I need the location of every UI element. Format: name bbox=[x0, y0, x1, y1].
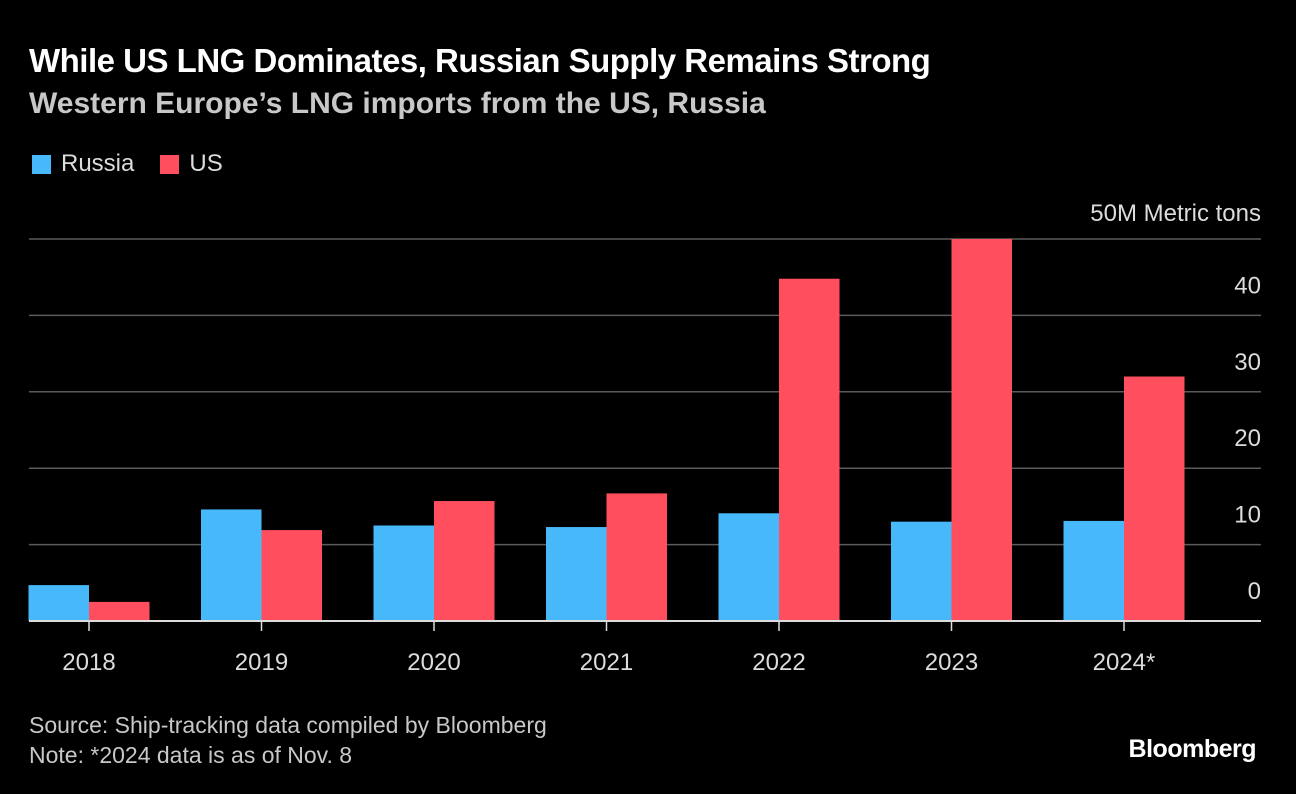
chart-subtitle: Western Europe’s LNG imports from the US… bbox=[29, 87, 766, 120]
y-tick-label: 20 bbox=[1234, 425, 1261, 452]
legend: Russia US bbox=[32, 150, 249, 178]
bar-us-2022 bbox=[779, 278, 840, 621]
bars bbox=[28, 239, 1185, 621]
x-tick-label: 2020 bbox=[407, 649, 460, 676]
bar-russia-2022 bbox=[718, 513, 779, 621]
bar-us-2024 bbox=[1124, 376, 1185, 621]
chart-title: While US LNG Dominates, Russian Supply R… bbox=[29, 42, 931, 79]
bar-russia-2019 bbox=[201, 509, 262, 621]
x-tick-label: 2019 bbox=[235, 649, 288, 676]
bar-russia-2023 bbox=[891, 521, 952, 621]
bar-russia-2018 bbox=[28, 585, 89, 621]
legend-swatch-us bbox=[160, 154, 180, 174]
legend-label-russia: Russia bbox=[61, 150, 135, 177]
bar-us-2020 bbox=[434, 501, 495, 621]
axes: 0 10 20 30 40 50M Metric tons 2018 2019 2020 2021… bbox=[29, 200, 1261, 676]
y-tick-label: 40 bbox=[1234, 272, 1261, 299]
y-tick-label: 10 bbox=[1234, 502, 1261, 529]
bar-us-2021 bbox=[606, 493, 667, 621]
x-tick-label: 2022 bbox=[752, 649, 805, 676]
y-tick-label: 50M Metric tons bbox=[1090, 200, 1261, 227]
bar-russia-2024 bbox=[1063, 520, 1124, 621]
bar-russia-2021 bbox=[546, 527, 607, 621]
bar-us-2018 bbox=[89, 601, 150, 621]
x-tick-label: 2023 bbox=[925, 649, 978, 676]
x-tick-label: 2024* bbox=[1093, 649, 1156, 676]
data-note: Note: *2024 data is as of Nov. 8 bbox=[29, 742, 353, 768]
bar-us-2019 bbox=[261, 530, 322, 621]
legend-swatch-russia bbox=[32, 154, 51, 174]
x-tick-label: 2018 bbox=[62, 649, 115, 676]
x-tick-label: 2021 bbox=[580, 649, 633, 676]
bar-chart: 0 10 20 30 40 50M Metric tons 2018 2019 2020 2021… bbox=[28, 200, 1261, 676]
legend-label-us: US bbox=[189, 150, 223, 177]
bar-russia-2020 bbox=[373, 525, 434, 621]
bloomberg-logo: Bloomberg bbox=[1128, 735, 1257, 763]
legend-item-russia: Russia bbox=[32, 150, 134, 178]
footer: Source: Ship-tracking data compiled by B… bbox=[29, 710, 547, 770]
legend-item-us: US bbox=[160, 150, 223, 178]
y-tick-label: 30 bbox=[1234, 349, 1261, 376]
source-note: Source: Ship-tracking data compiled by B… bbox=[29, 712, 547, 738]
bar-us-2023 bbox=[951, 239, 1012, 621]
y-tick-label: 0 bbox=[1248, 578, 1261, 605]
